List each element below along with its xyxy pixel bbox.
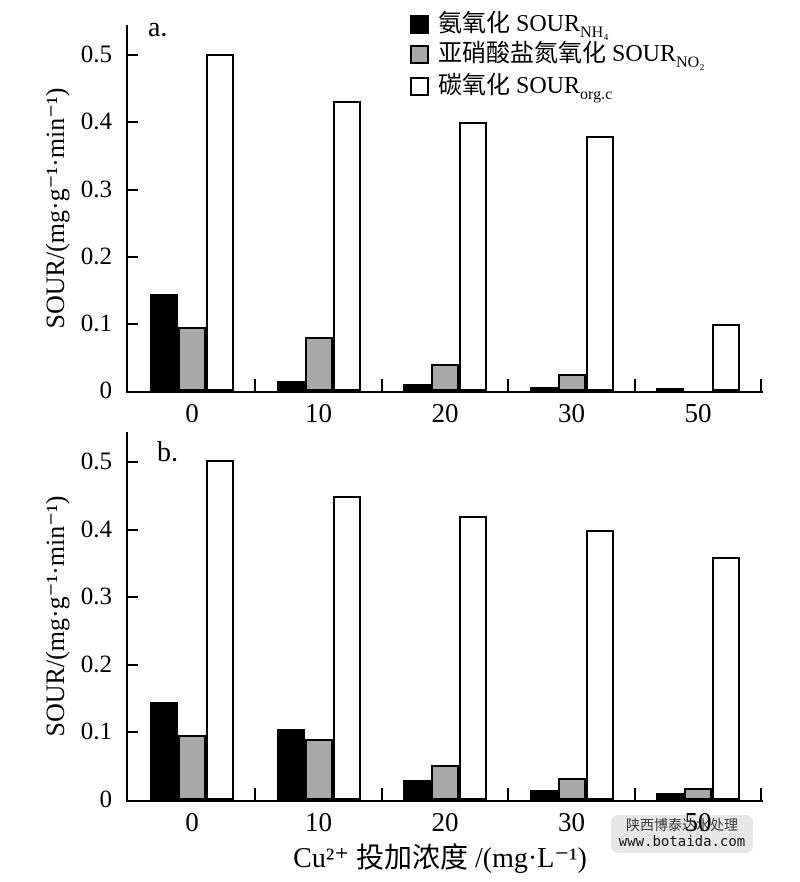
bar-SOUR_org.c <box>206 460 234 800</box>
bar-SOUR_NH4 <box>529 387 558 391</box>
x-tick <box>760 379 762 391</box>
y-tick-label: 0 <box>99 377 113 404</box>
legend-item-nitrite: 亚硝酸盐氮氧化 SOURNO₂ <box>410 40 705 71</box>
bar-SOUR_NO2 <box>557 778 586 800</box>
x-tick <box>507 379 510 391</box>
x-tick <box>633 379 636 391</box>
x-axis-line <box>126 800 763 802</box>
legend-label-nitrite: 亚硝酸盐氮氧化 SOURNO₂ <box>438 41 705 71</box>
y-axis-line <box>126 432 128 802</box>
y-tick <box>128 663 138 666</box>
x-axis-title: Cu²⁺ 投加浓度 /(mg·L⁻¹) <box>293 843 587 874</box>
panel-b-label: b. <box>157 437 178 468</box>
bar-SOUR_NH4 <box>656 793 684 800</box>
bar-SOUR_org.c <box>712 557 740 800</box>
bar-SOUR_NH4 <box>529 790 558 800</box>
watermark-url: www.botaida.com <box>618 834 746 850</box>
legend-item-ammonia: 氨氧化 SOURNH₄ <box>410 10 609 41</box>
y-tick-label: 0.5 <box>80 41 112 69</box>
x-tick <box>380 788 383 800</box>
x-category-label: 10 <box>305 807 332 837</box>
x-tick <box>633 788 636 800</box>
y-tick <box>128 188 138 191</box>
watermark-company: 陕西博泰达水处理 <box>626 818 738 834</box>
bar-SOUR_NH4 <box>276 381 305 391</box>
y-tick <box>128 322 138 325</box>
legend-label-carbon: 碳氧化 SOURorg.c <box>438 73 613 103</box>
bar-SOUR_org.c <box>585 136 614 391</box>
bar-SOUR_NH4 <box>150 702 178 800</box>
x-category-label: 0 <box>185 807 199 837</box>
y-tick-label: 0.2 <box>80 650 112 678</box>
y-tick <box>128 596 138 599</box>
y-tick <box>128 731 138 734</box>
bar-SOUR_NH4 <box>656 388 684 392</box>
bar-SOUR_NH4 <box>150 294 178 391</box>
bar-SOUR_org.c <box>459 516 487 800</box>
bar-SOUR_org.c <box>206 54 234 391</box>
legend-swatch-white <box>410 76 429 96</box>
y-tick-label: 0.3 <box>80 175 112 203</box>
bar-SOUR_NO2 <box>304 739 333 800</box>
y-tick-label: 0.3 <box>80 583 112 611</box>
x-tick <box>507 788 510 800</box>
y-tick <box>128 528 138 531</box>
x-category-label: 50 <box>684 398 712 428</box>
x-tick <box>254 379 257 391</box>
x-category-label: 0 <box>185 398 199 428</box>
y-tick-label: 0 <box>99 786 113 813</box>
x-tick <box>380 379 383 391</box>
y-tick-label: 0.5 <box>80 448 112 476</box>
bar-SOUR_org.c <box>332 496 361 800</box>
bar-SOUR_NO2 <box>557 374 586 391</box>
y-tick-label: 0.4 <box>80 108 112 136</box>
watermark: 陕西博泰达水处理 www.botaida.com <box>611 815 753 853</box>
y-tick <box>128 255 138 258</box>
panel-a-label: a. <box>148 12 168 43</box>
bar-SOUR_org.c <box>585 530 614 800</box>
y-tick <box>128 121 138 124</box>
x-category-label: 20 <box>431 807 459 837</box>
bar-SOUR_NH4 <box>276 729 305 800</box>
x-category-label: 10 <box>305 398 332 428</box>
x-tick <box>254 788 257 800</box>
y-tick-label: 0.4 <box>80 515 112 543</box>
bar-SOUR_org.c <box>332 101 361 391</box>
x-category-label: 30 <box>558 398 585 428</box>
bar-SOUR_NO2 <box>304 337 333 391</box>
legend-swatch-gray <box>410 44 429 64</box>
bar-SOUR_org.c <box>712 324 740 391</box>
y-axis-line <box>126 25 128 393</box>
bar-SOUR_NO2 <box>684 788 712 800</box>
y-tick-label: 0.1 <box>80 309 112 337</box>
bar-SOUR_NO2 <box>431 364 459 391</box>
x-category-label: 30 <box>558 807 585 837</box>
bar-SOUR_NO2 <box>178 327 206 391</box>
y-tick-label: 0.1 <box>80 718 112 746</box>
legend-item-carbon: 碳氧化 SOURorg.c <box>410 72 613 103</box>
bar-SOUR_NO2 <box>178 735 206 800</box>
bar-SOUR_NH4 <box>403 780 431 800</box>
y-tick <box>128 54 138 57</box>
y-tick-label: 0.2 <box>80 242 112 270</box>
bar-SOUR_org.c <box>459 122 487 391</box>
legend-swatch-black <box>410 14 429 34</box>
bar-SOUR_NH4 <box>403 384 431 391</box>
bar-SOUR_NO2 <box>431 765 459 800</box>
y-tick <box>128 461 138 464</box>
legend-label-ammonia: 氨氧化 SOURNH₄ <box>438 11 609 41</box>
x-tick <box>760 788 762 800</box>
x-category-label: 20 <box>431 398 459 428</box>
x-axis-line <box>126 391 763 393</box>
x-category-label: 50 <box>684 807 712 837</box>
